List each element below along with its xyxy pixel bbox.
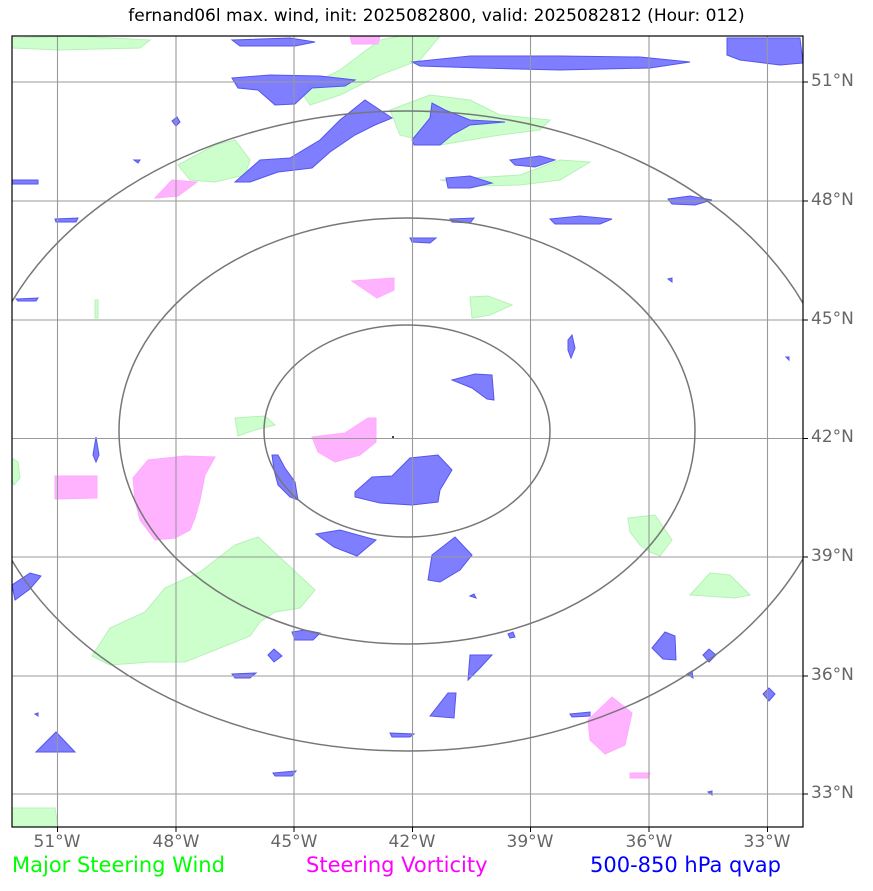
tick-marks [57,81,808,832]
steering-vorticity-areas [54,36,651,779]
lon-label-39w: 39°W [506,832,554,852]
lat-label-45n: 45°N [811,309,854,329]
lat-label-33n: 33°N [811,783,854,803]
lon-label-48w: 48°W [152,832,200,852]
lat-label-36n: 36°N [811,665,854,685]
legend-qvap: 500-850 hPa qvap [590,853,781,877]
qvap-areas [12,37,803,796]
lon-label-51w: 51°W [33,832,81,852]
storm-center-marker [392,436,394,438]
lat-label-48n: 48°N [811,190,854,210]
map-title: fernand06l max. wind, init: 2025082800, … [128,6,745,26]
steering-wind-areas [12,36,752,827]
lat-label-39n: 39°N [811,546,854,566]
legend-steering-vorticity: Steering Vorticity [306,853,488,877]
map-frame [11,35,804,828]
lat-label-42n: 42°N [811,427,854,447]
lon-label-42w: 42°W [388,832,436,852]
lat-label-51n: 51°N [811,71,854,91]
lon-label-36w: 36°W [625,832,673,852]
lon-label-33w: 33°W [743,832,791,852]
legend-steering-wind: Major Steering Wind [12,853,225,877]
lon-label-45w: 45°W [270,832,318,852]
graticule [12,36,803,827]
range-rings [12,110,803,752]
